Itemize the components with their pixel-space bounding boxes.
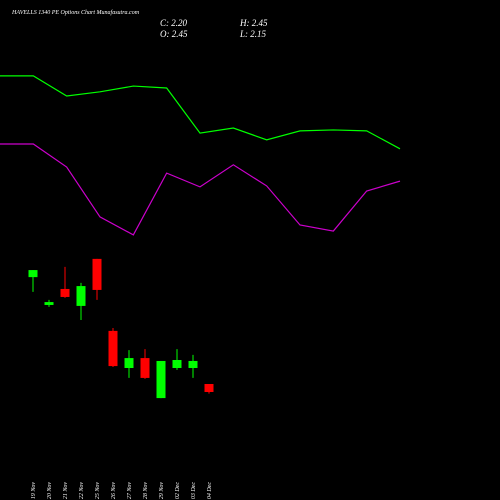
x-tick-label: 27 Nov <box>127 482 133 500</box>
x-tick-label: 22 Nov <box>79 482 85 500</box>
indicator-line <box>0 75 401 150</box>
high-label: H: 2.45 <box>239 18 268 28</box>
x-tick-label: 25 Nov <box>95 482 101 500</box>
x-tick-label: 21 Nov <box>63 482 69 500</box>
x-tick-label: 28 Nov <box>143 482 149 500</box>
x-tick-label: 19 Nov <box>31 482 37 500</box>
x-tick-label: 20 Nov <box>47 482 53 500</box>
indicator-line <box>0 143 401 236</box>
x-tick-label: 02 Dec <box>175 482 181 499</box>
candle-body <box>76 286 86 306</box>
open-label: O: 2.45 <box>160 29 188 39</box>
candle-body <box>60 288 70 297</box>
candle-body <box>204 384 214 392</box>
candle-body <box>108 330 118 367</box>
candle-body <box>28 270 38 278</box>
candle-body <box>188 360 198 368</box>
x-tick-label: 04 Dec <box>206 482 213 499</box>
close-label: C: 2.20 <box>160 18 188 28</box>
x-tick-label: 29 Nov <box>159 482 165 500</box>
candle-body <box>124 358 134 368</box>
candle-body <box>44 302 54 305</box>
chart-title: HAVELLS 1340 PE Options Chart Munafasutr… <box>11 9 140 16</box>
candle-body <box>92 258 102 290</box>
candle-body <box>172 360 182 368</box>
x-tick-label: 26 Nov <box>111 482 117 500</box>
x-tick-label: 03 Dec <box>191 482 197 499</box>
candle-body <box>156 360 166 399</box>
candle-body <box>140 358 150 378</box>
low-label: L: 2.15 <box>239 29 267 39</box>
